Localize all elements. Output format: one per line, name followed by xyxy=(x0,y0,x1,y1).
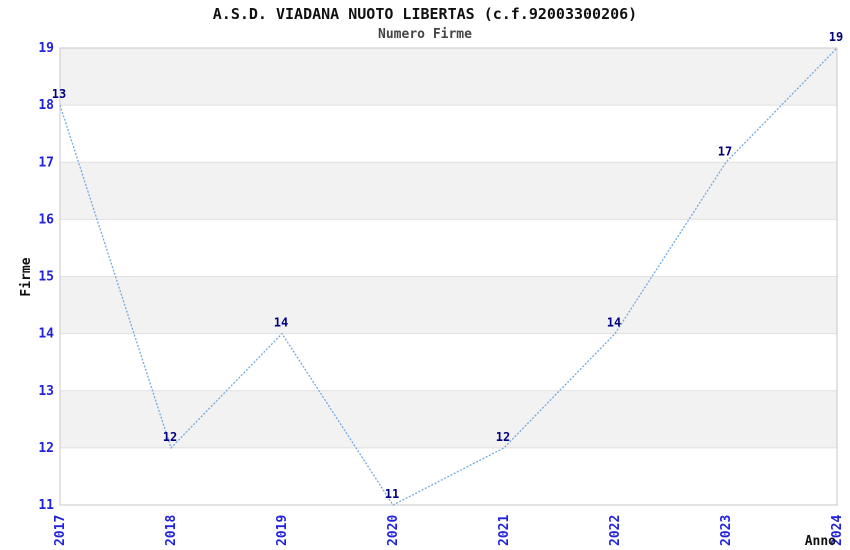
point-label: 12 xyxy=(496,430,510,444)
point-label: 12 xyxy=(163,430,177,444)
y-tick-label: 11 xyxy=(38,498,54,513)
y-tick-label: 13 xyxy=(38,384,54,399)
x-tick-label: 2022 xyxy=(608,515,623,546)
x-tick-label: 2021 xyxy=(497,515,512,546)
grid-band xyxy=(60,276,837,334)
y-tick-label: 17 xyxy=(38,155,54,170)
point-label: 11 xyxy=(385,487,399,501)
x-tick-label: 2018 xyxy=(164,515,179,546)
y-tick-label: 12 xyxy=(38,441,54,456)
chart-title: A.S.D. VIADANA NUOTO LIBERTAS (c.f.92003… xyxy=(212,5,638,23)
plot-generated-layer: 11 12 13 14 15 16 17 18 19 2017 2018 2019 2020 2021 20… xyxy=(38,30,845,546)
point-label: 14 xyxy=(607,316,621,330)
y-axis-label: Firme xyxy=(19,257,34,296)
plot-border xyxy=(59,47,838,506)
x-axis-label: Anno xyxy=(805,534,836,549)
y-tick-label: 15 xyxy=(38,270,54,285)
point-label: 13 xyxy=(52,87,66,101)
grid-band xyxy=(60,390,837,448)
grid-band xyxy=(60,48,837,106)
x-tick-label: 2024 xyxy=(830,515,845,546)
x-tick-label: 2023 xyxy=(719,515,734,546)
y-tick-label: 19 xyxy=(38,41,54,56)
point-label: 14 xyxy=(274,316,288,330)
point-label: 19 xyxy=(829,30,843,44)
y-tick-label: 16 xyxy=(38,212,54,227)
y-tick-label: 14 xyxy=(38,327,54,342)
x-tick-label: 2020 xyxy=(386,515,401,546)
x-tick-label: 2017 xyxy=(53,515,68,546)
x-tick-label: 2019 xyxy=(275,515,290,546)
point-label: 17 xyxy=(718,144,732,158)
grid-band xyxy=(60,162,837,220)
data-line xyxy=(59,47,838,506)
y-tick-label: 18 xyxy=(38,98,54,113)
chart-subtitle: Numero Firme xyxy=(378,27,472,42)
